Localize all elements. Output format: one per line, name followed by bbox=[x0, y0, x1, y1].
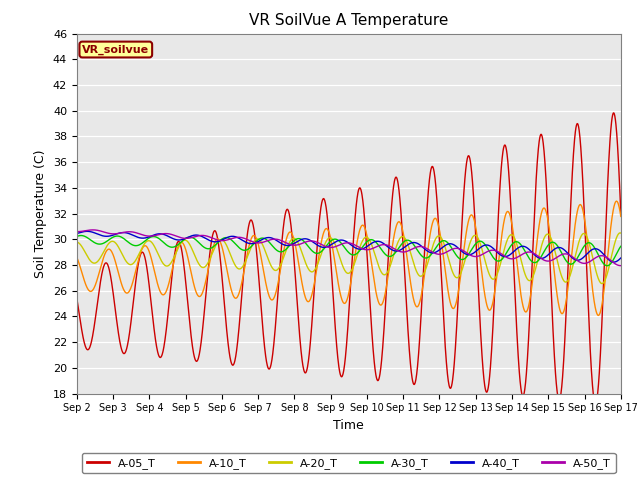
A-40_T bbox=[610, 259, 618, 265]
A-30_T bbox=[101, 240, 109, 245]
A-20_T bbox=[73, 239, 81, 245]
A-05_T bbox=[100, 262, 108, 267]
A-30_T bbox=[77, 233, 85, 239]
A-20_T bbox=[337, 259, 345, 265]
A-40_T bbox=[617, 255, 625, 261]
A-30_T bbox=[323, 242, 331, 248]
A-10_T bbox=[601, 279, 609, 285]
A-50_T bbox=[617, 263, 625, 268]
A-20_T bbox=[616, 230, 624, 236]
A-10_T bbox=[501, 214, 509, 219]
A-20_T bbox=[100, 247, 108, 253]
A-40_T bbox=[601, 253, 609, 259]
A-30_T bbox=[338, 241, 346, 247]
A-50_T bbox=[323, 244, 331, 250]
A-30_T bbox=[617, 243, 625, 249]
A-50_T bbox=[602, 254, 609, 260]
A-05_T bbox=[337, 374, 345, 380]
A-30_T bbox=[604, 263, 611, 269]
A-10_T bbox=[73, 254, 81, 260]
Title: VR SoilVue A Temperature: VR SoilVue A Temperature bbox=[249, 13, 449, 28]
Line: A-20_T: A-20_T bbox=[77, 233, 621, 284]
A-40_T bbox=[73, 230, 81, 236]
A-10_T bbox=[617, 214, 625, 219]
A-10_T bbox=[100, 252, 108, 258]
A-20_T bbox=[602, 276, 609, 282]
Line: A-10_T: A-10_T bbox=[77, 201, 621, 315]
Line: A-40_T: A-40_T bbox=[77, 231, 621, 262]
A-50_T bbox=[73, 228, 81, 234]
A-50_T bbox=[101, 229, 109, 235]
A-05_T bbox=[73, 295, 81, 301]
Line: A-05_T: A-05_T bbox=[77, 113, 621, 404]
A-10_T bbox=[595, 312, 602, 318]
A-05_T bbox=[602, 237, 609, 243]
Y-axis label: Soil Temperature (C): Soil Temperature (C) bbox=[35, 149, 47, 278]
A-50_T bbox=[502, 254, 509, 260]
A-50_T bbox=[601, 253, 609, 259]
A-20_T bbox=[617, 230, 625, 236]
A-05_T bbox=[323, 210, 331, 216]
A-05_T bbox=[617, 210, 625, 216]
A-10_T bbox=[602, 276, 609, 282]
A-40_T bbox=[101, 233, 109, 239]
Text: VR_soilvue: VR_soilvue bbox=[82, 44, 149, 55]
A-30_T bbox=[601, 262, 609, 268]
A-20_T bbox=[501, 243, 509, 249]
A-05_T bbox=[591, 401, 599, 407]
A-10_T bbox=[612, 198, 620, 204]
X-axis label: Time: Time bbox=[333, 419, 364, 432]
A-20_T bbox=[323, 237, 331, 243]
A-10_T bbox=[337, 295, 345, 300]
A-50_T bbox=[89, 227, 97, 233]
A-40_T bbox=[602, 253, 609, 259]
A-30_T bbox=[602, 262, 609, 268]
A-30_T bbox=[73, 234, 81, 240]
A-05_T bbox=[610, 110, 618, 116]
A-05_T bbox=[501, 143, 509, 148]
A-40_T bbox=[83, 228, 91, 234]
A-50_T bbox=[617, 263, 625, 268]
A-05_T bbox=[601, 244, 609, 250]
Legend: A-05_T, A-10_T, A-20_T, A-30_T, A-40_T, A-50_T: A-05_T, A-10_T, A-20_T, A-30_T, A-40_T, … bbox=[82, 453, 616, 473]
Line: A-30_T: A-30_T bbox=[77, 236, 621, 266]
A-20_T bbox=[601, 277, 609, 283]
A-50_T bbox=[338, 241, 346, 247]
A-10_T bbox=[323, 226, 331, 231]
A-40_T bbox=[323, 244, 331, 250]
A-40_T bbox=[338, 237, 346, 243]
A-30_T bbox=[502, 252, 509, 257]
Line: A-50_T: A-50_T bbox=[77, 230, 621, 265]
A-40_T bbox=[502, 253, 509, 259]
A-20_T bbox=[598, 281, 606, 287]
